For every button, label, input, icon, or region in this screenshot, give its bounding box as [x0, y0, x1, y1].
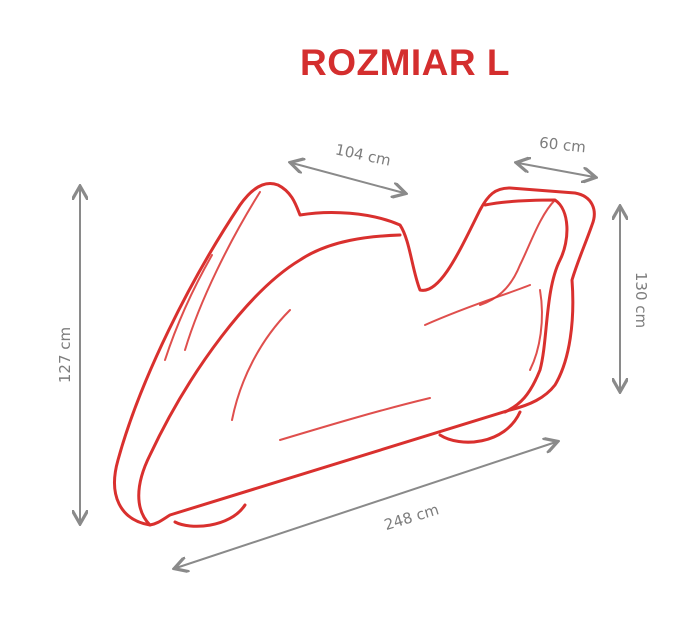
rear-top-label: 60 cm — [538, 134, 586, 157]
length-label: 248 cm — [382, 500, 441, 534]
height-rear-label: 130 cm — [632, 272, 650, 328]
size-title: ROZMIAR L — [299, 42, 511, 83]
fold-line — [164, 254, 213, 361]
front-top-arrow — [292, 163, 404, 193]
fold-line — [279, 397, 431, 441]
cover-inner-outline — [137, 198, 569, 527]
fold-line — [184, 191, 261, 351]
fold-line — [529, 289, 543, 371]
front-wheel — [173, 503, 247, 528]
fold-line — [231, 309, 291, 421]
front-top-label: 104 cm — [334, 140, 393, 169]
fold-line — [424, 284, 531, 326]
rear-top-arrow — [518, 163, 594, 177]
height-front-label: 127 cm — [56, 327, 74, 383]
cover-outer-outline — [113, 182, 596, 527]
length-arrow — [176, 442, 556, 568]
